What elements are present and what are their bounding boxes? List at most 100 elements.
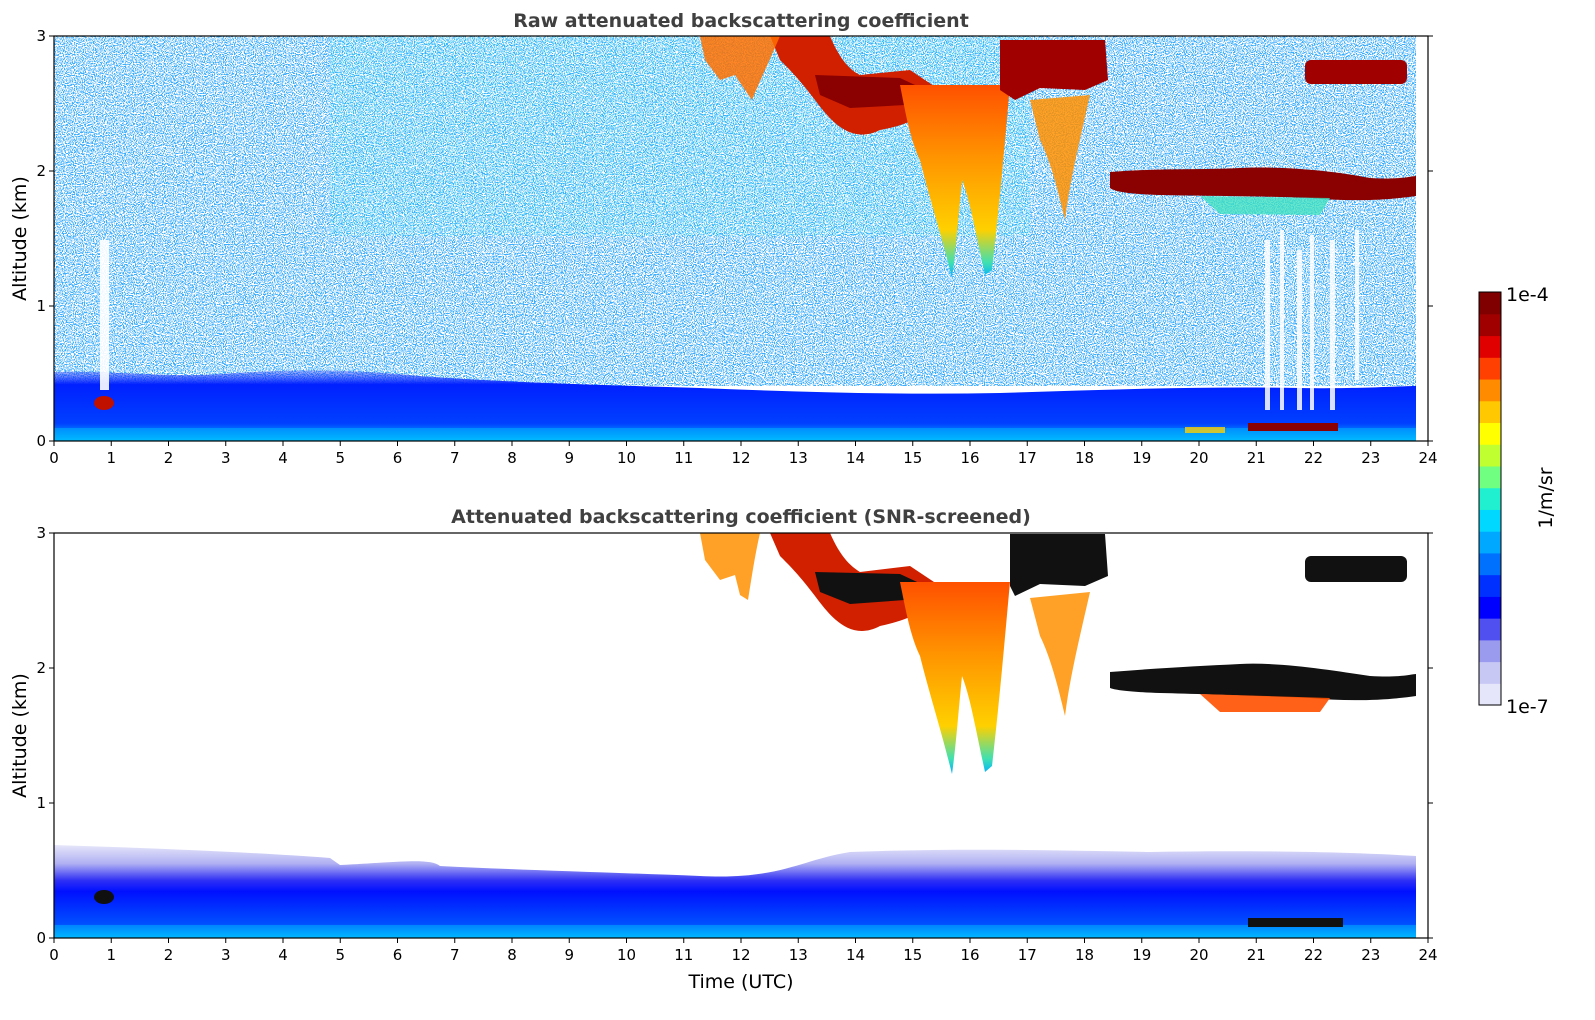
top-x-tick-label: 11	[674, 449, 693, 467]
top-x-tick-label: 5	[335, 449, 345, 467]
colorbar-swatch	[1479, 378, 1501, 402]
top-x-tick-label: 21	[1247, 449, 1266, 467]
bottom-x-tick-label: 19	[1132, 946, 1151, 964]
top-data-gaps	[1265, 230, 1359, 410]
bottom-title: Attenuated backscattering coefficient (S…	[451, 506, 1031, 528]
bottom-x-ticks: 0 1 2 3 4 5 6 7 8 9 10 11 12 13 14 15 16 17 18 19 20 21 22 23 24	[49, 938, 1438, 964]
top-x-tick-label: 15	[903, 449, 922, 467]
colorbar-max-label: 1e-4	[1506, 284, 1549, 306]
colorbar-frame	[1478, 291, 1502, 706]
colorbar-swatch	[1479, 422, 1501, 445]
top-cloud-2km-fringe	[1200, 196, 1330, 215]
colorbar-swatch	[1479, 552, 1501, 576]
bottom-y-tick-label: 3	[36, 524, 46, 542]
top-cloud-2.7km	[1305, 60, 1407, 84]
top-x-tick-label: 3	[221, 449, 231, 467]
top-y-tick-label: 1	[36, 297, 46, 315]
colorbar-swatch	[1479, 357, 1501, 380]
top-heatmap	[54, 36, 1428, 441]
colorbar-swatch	[1479, 574, 1501, 597]
colorbar-swatch	[1479, 292, 1501, 315]
bottom-heatmap	[54, 533, 1428, 938]
top-x-tick-label: 24	[1418, 449, 1437, 467]
bottom-cloud-17h	[1010, 534, 1108, 596]
bottom-x-tick-label: 5	[335, 946, 345, 964]
bottom-y-tick-label: 0	[36, 929, 46, 947]
bottom-cloud-2km	[1110, 663, 1416, 701]
top-x-tick-label: 2	[164, 449, 174, 467]
bottom-early-feature	[94, 890, 114, 904]
bottom-x-tick-label: 18	[1075, 946, 1094, 964]
top-title: Raw attenuated backscattering coefficien…	[513, 10, 969, 32]
bottom-x-tick-label: 23	[1361, 946, 1380, 964]
top-x-tick-label: 1	[106, 449, 116, 467]
bottom-x-tick-label: 15	[903, 946, 922, 964]
bottom-virga	[900, 582, 1010, 774]
bottom-surface-feature	[1248, 918, 1343, 927]
top-cloud-11h	[700, 36, 780, 100]
top-cloud-2km	[1110, 167, 1416, 201]
bottom-x-tick-label: 13	[789, 946, 808, 964]
top-x-tick-label: 6	[393, 449, 403, 467]
bottom-x-tick-label: 9	[564, 946, 574, 964]
colorbar-swatch	[1479, 313, 1501, 337]
top-surface-band	[54, 428, 1416, 441]
top-x-tick-label: 22	[1304, 449, 1323, 467]
top-ylabel: Altitude (km)	[9, 176, 31, 301]
colorbar-swatch	[1479, 531, 1501, 554]
top-surface-feature	[1248, 423, 1338, 431]
top-x-tick-label: 12	[731, 449, 750, 467]
bottom-cloud-11h	[700, 533, 760, 600]
colorbar-swatch	[1479, 639, 1501, 663]
colorbar-swatch	[1479, 400, 1501, 424]
colorbar-min-label: 1e-7	[1506, 696, 1549, 718]
colorbar-swatch	[1479, 487, 1501, 510]
colorbar-swatch	[1479, 509, 1501, 532]
top-x-tick-label: 19	[1132, 449, 1151, 467]
top-x-ticks: 0 1 2 3 4 5 6 7 8 9 10 11 12 13 14 15 16 17 18 19 20 21 22 23 24	[49, 441, 1438, 467]
bottom-y-tick-label: 2	[36, 659, 46, 677]
bottom-cloud-2.7km	[1305, 556, 1407, 582]
colorbar-swatch	[1479, 596, 1501, 619]
bottom-y-ticks: 0 1 2 3	[36, 524, 1433, 947]
bottom-x-tick-label: 24	[1418, 946, 1437, 964]
top-x-tick-label: 0	[49, 449, 59, 467]
top-y-tick-label: 0	[36, 432, 46, 450]
top-virga	[900, 85, 1010, 278]
top-cloud-13h-core	[815, 75, 930, 108]
bottom-panel: Attenuated backscattering coefficient (S…	[9, 506, 1438, 993]
top-x-tick-label: 7	[450, 449, 460, 467]
bottom-x-tick-label: 20	[1189, 946, 1208, 964]
bottom-x-tick-label: 2	[164, 946, 174, 964]
top-cloud-17h	[1000, 40, 1108, 100]
bottom-x-tick-label: 1	[106, 946, 116, 964]
bottom-cloud-13h-core	[815, 572, 930, 604]
colorbar: 1e-4 1e-7 1/m/sr	[1478, 284, 1557, 718]
bottom-x-tick-label: 8	[507, 946, 517, 964]
top-panel: Raw attenuated backscattering coefficien…	[9, 10, 1438, 467]
top-x-tick-label: 10	[617, 449, 636, 467]
top-x-tick-label: 14	[846, 449, 865, 467]
colorbar-swatch	[1479, 335, 1501, 358]
top-y-ticks: 0 1 2 3	[36, 27, 1433, 450]
top-x-tick-label: 23	[1361, 449, 1380, 467]
bottom-x-tick-label: 14	[846, 946, 865, 964]
bottom-x-tick-label: 7	[450, 946, 460, 964]
bottom-x-tick-label: 16	[960, 946, 979, 964]
top-x-tick-label: 17	[1018, 449, 1037, 467]
bottom-boundary-layer	[54, 845, 1416, 938]
bottom-xlabel: Time (UTC)	[687, 971, 793, 993]
bottom-ylabel: Altitude (km)	[9, 673, 31, 798]
colorbar-swatch	[1479, 618, 1501, 641]
top-x-tick-label: 4	[278, 449, 288, 467]
top-x-tick-label: 18	[1075, 449, 1094, 467]
top-column-gap	[100, 240, 109, 390]
top-x-tick-label: 8	[507, 449, 517, 467]
top-x-tick-label: 20	[1189, 449, 1208, 467]
bottom-x-tick-label: 10	[617, 946, 636, 964]
colorbar-label: 1/m/sr	[1535, 467, 1557, 528]
colorbar-swatch	[1479, 465, 1501, 489]
colorbar-swatch	[1479, 661, 1501, 684]
bottom-x-tick-label: 6	[393, 946, 403, 964]
